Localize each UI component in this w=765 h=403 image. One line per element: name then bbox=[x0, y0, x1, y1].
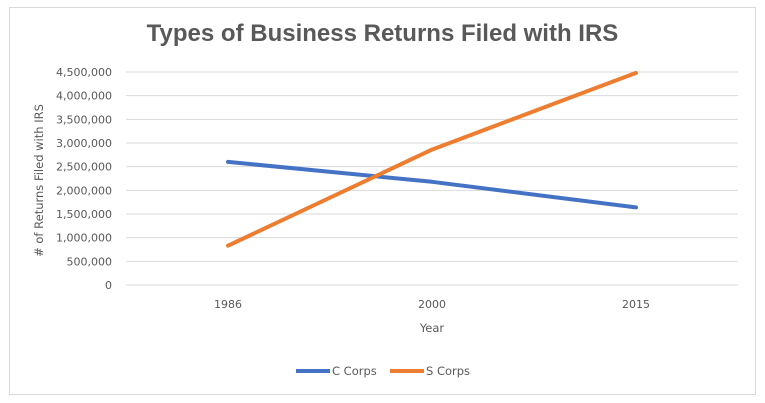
y-tick-label: 3,500,000 bbox=[56, 113, 112, 126]
chart-title: Types of Business Returns Filed with IRS bbox=[146, 20, 619, 47]
y-tick-label: 500,000 bbox=[67, 255, 113, 268]
y-tick-label: 1,500,000 bbox=[56, 208, 112, 221]
y-tick-label: 2,000,000 bbox=[56, 184, 112, 197]
y-tick-label: 2,500,000 bbox=[56, 161, 112, 174]
series-line bbox=[226, 70, 638, 248]
x-tick-label: 1986 bbox=[214, 298, 242, 311]
y-tick-label: 4,500,000 bbox=[56, 66, 112, 79]
y-axis-title: # of Returns Filed with IRS bbox=[32, 104, 46, 257]
legend-label: S Corps bbox=[426, 364, 470, 378]
x-axis-title: Year bbox=[419, 321, 445, 335]
y-tick-label: 0 bbox=[105, 279, 112, 292]
x-axis-ticks: 1986 2000 2015 bbox=[214, 298, 650, 311]
y-axis-ticks: 0 500,000 1,000,000 1,500,000 2,000,000 2,500… bbox=[56, 66, 112, 292]
series-line bbox=[226, 159, 638, 210]
x-tick-label: 2000 bbox=[418, 298, 446, 311]
y-tick-label: 1,000,000 bbox=[56, 232, 112, 245]
x-tick-label: 2015 bbox=[622, 298, 650, 311]
gridlines bbox=[126, 71, 738, 286]
legend: C Corps S Corps bbox=[296, 364, 470, 378]
legend-label: C Corps bbox=[332, 364, 377, 378]
y-tick-label: 4,000,000 bbox=[56, 90, 112, 103]
series-lines bbox=[226, 70, 638, 248]
y-tick-label: 3,000,000 bbox=[56, 137, 112, 150]
